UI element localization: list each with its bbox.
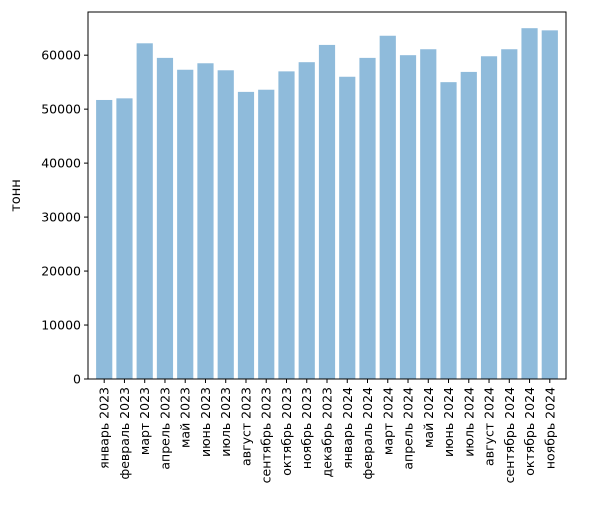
x-tick-label: сентябрь 2024 bbox=[502, 387, 517, 483]
x-tick-label: март 2024 bbox=[380, 387, 395, 455]
bar bbox=[136, 43, 153, 380]
y-axis-ticks: 0 10000 20000 30000 40000 50000 60000 bbox=[41, 48, 88, 387]
x-tick-label: май 2024 bbox=[421, 387, 436, 448]
x-tick-label: июль 2023 bbox=[218, 387, 233, 457]
bar bbox=[96, 99, 113, 379]
bar bbox=[116, 98, 133, 379]
x-tick-label: сентябрь 2023 bbox=[259, 387, 274, 483]
bar bbox=[318, 44, 336, 380]
y-axis-label: тонн bbox=[9, 179, 24, 212]
bar bbox=[359, 57, 376, 380]
bar bbox=[217, 70, 234, 379]
bar bbox=[501, 49, 518, 380]
bar bbox=[278, 71, 295, 380]
bar bbox=[156, 57, 174, 380]
x-tick-label: июнь 2024 bbox=[441, 387, 456, 457]
x-tick-label: август 2024 bbox=[482, 387, 497, 466]
bar bbox=[339, 76, 356, 379]
y-tick-label: 50000 bbox=[41, 102, 81, 117]
bar bbox=[399, 55, 417, 380]
bar bbox=[258, 89, 275, 379]
x-tick-label: август 2023 bbox=[238, 387, 253, 466]
x-tick-label: февраль 2023 bbox=[117, 387, 132, 479]
x-tick-label: май 2023 bbox=[178, 387, 193, 448]
x-tick-label: ноябрь 2023 bbox=[299, 387, 314, 469]
y-tick-label: 10000 bbox=[41, 318, 81, 333]
bar bbox=[480, 56, 498, 379]
bar bbox=[379, 35, 396, 379]
bar bbox=[440, 82, 457, 379]
y-tick-label: 40000 bbox=[41, 156, 81, 171]
bar bbox=[197, 63, 214, 380]
x-tick-label: февраль 2024 bbox=[360, 387, 375, 480]
bar bbox=[298, 62, 315, 379]
x-tick-label: апрель 2024 bbox=[401, 387, 416, 470]
x-tick-label: декабрь 2023 bbox=[320, 387, 335, 477]
y-tick-label: 20000 bbox=[41, 264, 81, 279]
x-tick-label: октябрь 2023 bbox=[279, 387, 294, 476]
bar bbox=[521, 28, 538, 379]
x-axis-ticks: январь 2023 февраль 2023 март 2023 апрель 2… bbox=[97, 379, 557, 483]
x-tick-label: март 2023 bbox=[137, 387, 152, 455]
x-tick-label: июнь 2023 bbox=[198, 387, 213, 457]
x-tick-label: апрель 2023 bbox=[157, 387, 172, 470]
bar bbox=[541, 30, 558, 379]
y-tick-label: 60000 bbox=[41, 48, 81, 63]
x-tick-label: ноябрь 2024 bbox=[542, 387, 557, 469]
bar bbox=[460, 71, 477, 379]
bar bbox=[420, 49, 437, 380]
y-tick-label: 0 bbox=[73, 372, 81, 387]
bars-group bbox=[96, 28, 558, 380]
bar bbox=[237, 91, 255, 379]
bar bbox=[177, 69, 194, 379]
x-tick-label: июль 2024 bbox=[461, 387, 476, 457]
x-tick-label: октябрь 2024 bbox=[522, 387, 537, 476]
y-tick-label: 30000 bbox=[41, 210, 81, 225]
plot-frame bbox=[87, 11, 567, 380]
x-tick-label: январь 2024 bbox=[340, 387, 355, 469]
x-tick-label: январь 2023 bbox=[97, 387, 112, 469]
